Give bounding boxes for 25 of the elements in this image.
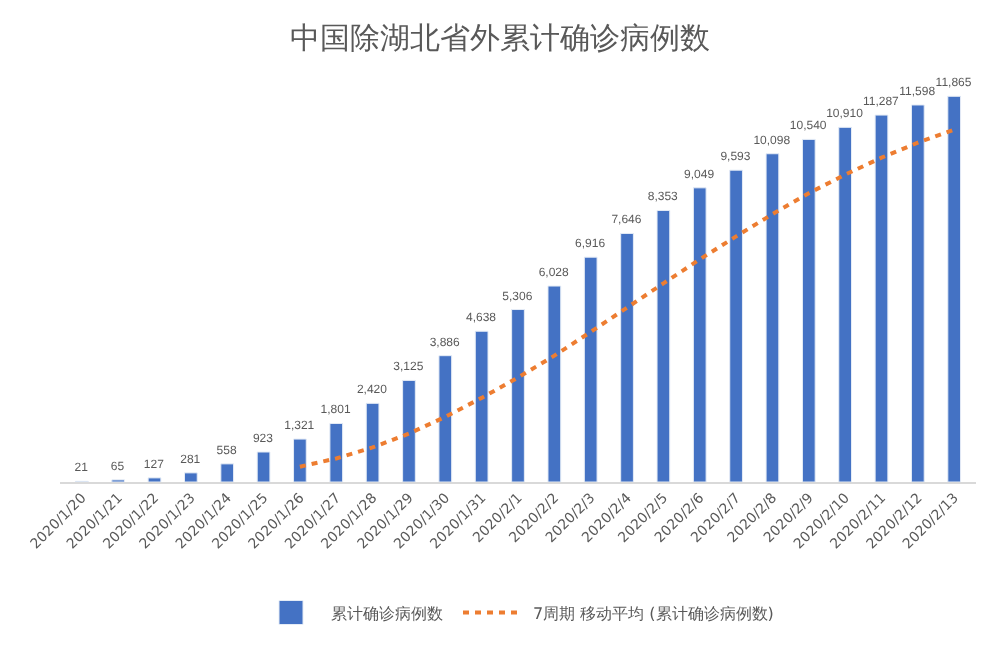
bar — [838, 126, 852, 482]
bar — [256, 451, 271, 482]
bar — [220, 463, 235, 482]
bar — [874, 114, 889, 482]
bar — [365, 402, 380, 482]
bar — [402, 379, 416, 482]
bar — [583, 256, 598, 482]
bar — [692, 187, 707, 482]
bar — [765, 153, 780, 482]
bar — [438, 355, 453, 482]
bar — [547, 285, 562, 482]
bar — [293, 438, 307, 482]
bar — [184, 472, 198, 482]
bar — [656, 209, 671, 482]
bar — [511, 309, 525, 482]
legend-label: 7周期 移动平均 (累计确诊病例数) — [533, 604, 774, 623]
bar — [729, 169, 743, 482]
bar — [910, 104, 925, 482]
bar — [801, 138, 816, 482]
bar — [620, 232, 634, 482]
legend-label: 累计确诊病例数 — [331, 604, 443, 623]
bar — [947, 95, 962, 482]
chart-title: 中国除湖北省外累计确诊病例数 — [290, 19, 710, 56]
bar — [329, 422, 344, 482]
bar — [474, 330, 489, 482]
